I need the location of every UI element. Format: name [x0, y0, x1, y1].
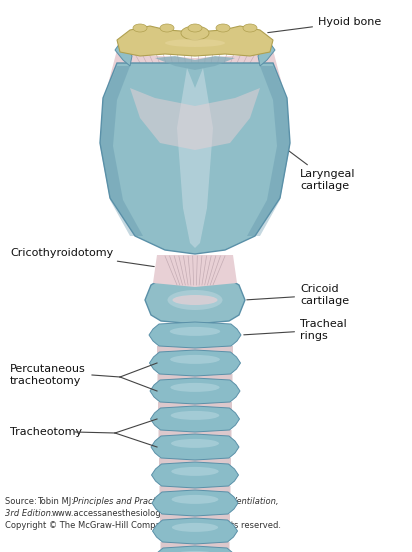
Polygon shape: [117, 26, 273, 56]
Polygon shape: [115, 43, 132, 66]
Ellipse shape: [168, 290, 222, 310]
Polygon shape: [247, 66, 290, 236]
Polygon shape: [145, 276, 245, 324]
Polygon shape: [152, 490, 238, 516]
Polygon shape: [149, 322, 241, 348]
Text: Tobin MJ:: Tobin MJ:: [37, 497, 77, 506]
Polygon shape: [107, 50, 283, 124]
Ellipse shape: [133, 24, 147, 32]
Ellipse shape: [188, 24, 202, 32]
Polygon shape: [157, 374, 232, 384]
Text: Laryngeal
cartilage: Laryngeal cartilage: [287, 150, 356, 191]
Text: Tracheotomy: Tracheotomy: [10, 427, 82, 437]
Polygon shape: [153, 255, 237, 287]
Polygon shape: [160, 514, 230, 524]
Polygon shape: [152, 518, 237, 544]
Polygon shape: [150, 406, 239, 432]
Polygon shape: [100, 63, 290, 254]
Ellipse shape: [181, 26, 209, 40]
Ellipse shape: [165, 39, 225, 47]
Polygon shape: [159, 458, 231, 468]
Ellipse shape: [171, 411, 219, 420]
Polygon shape: [153, 546, 237, 552]
Text: Hyoid bone: Hyoid bone: [268, 17, 381, 33]
Ellipse shape: [172, 551, 218, 552]
Polygon shape: [155, 56, 235, 70]
Ellipse shape: [173, 295, 218, 305]
Text: Source:: Source:: [5, 497, 40, 506]
Text: 3rd Edition:: 3rd Edition:: [5, 509, 56, 518]
Text: Tracheal
rings: Tracheal rings: [244, 319, 347, 341]
Text: www.accessanesthesiology.com: www.accessanesthesiology.com: [52, 509, 186, 518]
Text: Copyright © The McGraw-Hill Companies, Inc. All rights reserved.: Copyright © The McGraw-Hill Companies, I…: [5, 521, 281, 530]
Text: Percutaneous
tracheotomy: Percutaneous tracheotomy: [10, 364, 86, 386]
Polygon shape: [152, 462, 239, 488]
Polygon shape: [151, 434, 239, 460]
Text: Principles and Practice of Mechanical Ventilation,: Principles and Practice of Mechanical Ve…: [73, 497, 279, 506]
Polygon shape: [177, 68, 213, 248]
Polygon shape: [161, 542, 229, 552]
Ellipse shape: [171, 467, 219, 476]
Ellipse shape: [243, 24, 257, 32]
Ellipse shape: [160, 24, 174, 32]
Polygon shape: [150, 350, 241, 376]
Polygon shape: [100, 66, 143, 236]
Ellipse shape: [171, 439, 219, 448]
Ellipse shape: [170, 355, 220, 364]
Text: Cricoid
cartilage: Cricoid cartilage: [247, 284, 349, 306]
Ellipse shape: [216, 24, 230, 32]
Ellipse shape: [172, 495, 218, 504]
Ellipse shape: [170, 327, 220, 336]
Ellipse shape: [171, 383, 220, 392]
Polygon shape: [158, 402, 232, 412]
Text: Cricothyroidotomy: Cricothyroidotomy: [10, 248, 154, 267]
Polygon shape: [150, 378, 240, 404]
Polygon shape: [159, 486, 230, 496]
Polygon shape: [157, 346, 233, 356]
Ellipse shape: [172, 523, 218, 532]
Polygon shape: [159, 430, 232, 440]
Polygon shape: [130, 88, 260, 150]
Polygon shape: [258, 43, 275, 66]
